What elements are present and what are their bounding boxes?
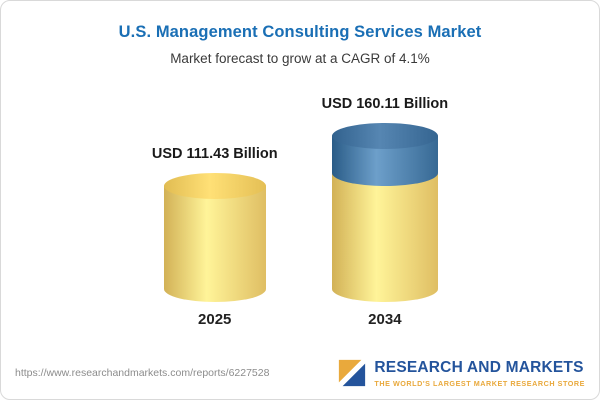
bar-category-label: 2034 — [368, 311, 402, 328]
bar-value-label: USD 160.11 Billion — [321, 95, 449, 112]
cylinder-segment — [331, 173, 438, 302]
logo-wordmark: RESEARCH AND MARKETS — [374, 358, 584, 376]
researchandmarkets-logo[interactable]: RESEARCH AND MARKETS THE WORLD'S LARGEST… — [337, 358, 585, 388]
cylinder-2034 — [331, 122, 438, 302]
cylinder-top — [331, 122, 438, 149]
chart-subtitle: Market forecast to grow at a CAGR of 4.1… — [170, 51, 430, 66]
bar-column-2025: USD 111.43 Billion 2025 — [152, 146, 278, 328]
cylinder-top — [163, 173, 266, 200]
bar-value-label: USD 111.43 Billion — [151, 146, 278, 163]
chart-title: U.S. Management Consulting Services Mark… — [118, 23, 482, 41]
footer: https://www.researchandmarkets.com/repor… — [1, 353, 599, 399]
report-url-link[interactable]: https://www.researchandmarkets.com/repor… — [15, 367, 270, 379]
bar-category-label: 2025 — [198, 311, 232, 328]
researchandmarkets-logo-icon — [337, 358, 367, 388]
cylinder-2025 — [163, 173, 266, 302]
bar-column-2034: USD 160.11 Billion 2034 — [322, 96, 449, 329]
chart-area: USD 111.43 Billion 2025 USD 160.11 Billion… — [1, 78, 599, 329]
cylinder-segment — [163, 186, 266, 302]
logo-text-block: RESEARCH AND MARKETS THE WORLD'S LARGEST… — [374, 359, 585, 388]
logo-tagline: THE WORLD'S LARGEST MARKET RESEARCH STOR… — [374, 378, 585, 388]
